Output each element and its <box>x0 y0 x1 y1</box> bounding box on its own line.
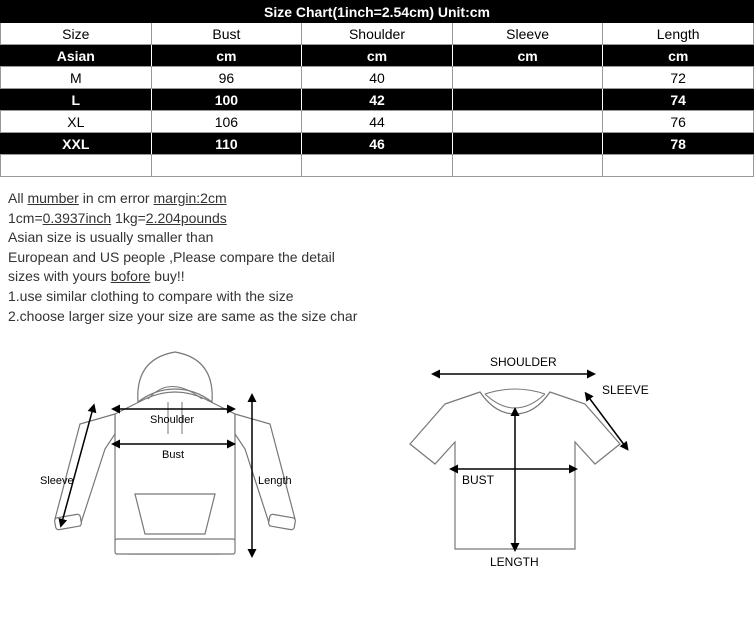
col-sleeve: Sleeve <box>452 23 603 45</box>
cell-name: L <box>1 89 152 111</box>
note-line-5: sizes with yours bofore buy!! <box>8 267 746 287</box>
cell-shoulder: 40 <box>302 67 453 89</box>
tshirt-length-label: LENGTH <box>490 555 539 569</box>
unit-size: Asian <box>1 45 152 67</box>
note-line-7: 2.choose larger size your size are same … <box>8 307 746 327</box>
cell-sleeve <box>452 133 603 155</box>
cell-name: XXL <box>1 133 152 155</box>
tshirt-diagram: SHOULDER SLEEVE BUST LENGTH <box>370 344 660 579</box>
notes-block: All mumber in cm error margin:2cm 1cm=0.… <box>0 177 754 334</box>
hoodie-length-label: Length <box>258 475 292 487</box>
unit-length: cm <box>603 45 754 67</box>
cell-length: 72 <box>603 67 754 89</box>
hoodie-sleeve-label: Sleeve <box>40 475 74 487</box>
tshirt-bust-label: BUST <box>462 473 495 487</box>
empty-cell <box>302 155 453 177</box>
hoodie-shoulder-label: Shoulder <box>150 414 194 426</box>
cell-length: 74 <box>603 89 754 111</box>
empty-cell <box>603 155 754 177</box>
cell-sleeve <box>452 89 603 111</box>
table-row: L10042 74 <box>1 89 754 111</box>
size-chart-table: Size Chart(1inch=2.54cm) Unit:cm Size Bu… <box>0 0 754 177</box>
table-title-row: Size Chart(1inch=2.54cm) Unit:cm <box>1 1 754 23</box>
unit-shoulder: cm <box>302 45 453 67</box>
table-row: XXL11046 78 <box>1 133 754 155</box>
cell-bust: 106 <box>151 111 302 133</box>
empty-cell <box>452 155 603 177</box>
cell-shoulder: 42 <box>302 89 453 111</box>
note-line-3: Asian size is usually smaller than <box>8 228 746 248</box>
hoodie-diagram: Shoulder Bust Length Sleeve <box>20 344 330 579</box>
table-row: M9640 72 <box>1 67 754 89</box>
cell-shoulder: 46 <box>302 133 453 155</box>
cell-bust: 110 <box>151 133 302 155</box>
cell-shoulder: 44 <box>302 111 453 133</box>
cell-bust: 100 <box>151 89 302 111</box>
col-length: Length <box>603 23 754 45</box>
col-shoulder: Shoulder <box>302 23 453 45</box>
cell-length: 78 <box>603 133 754 155</box>
cell-name: M <box>1 67 152 89</box>
empty-cell <box>151 155 302 177</box>
table-unit-row: Asian cm cm cm cm <box>1 45 754 67</box>
cell-sleeve <box>452 67 603 89</box>
col-size: Size <box>1 23 152 45</box>
table-row: XL10644 76 <box>1 111 754 133</box>
note-line-2: 1cm=0.3937inch 1kg=2.204pounds <box>8 209 746 229</box>
hoodie-bust-label: Bust <box>162 449 184 461</box>
unit-sleeve: cm <box>452 45 603 67</box>
note-line-1: All mumber in cm error margin:2cm <box>8 189 746 209</box>
cell-name: XL <box>1 111 152 133</box>
empty-cell <box>1 155 152 177</box>
unit-bust: cm <box>151 45 302 67</box>
table-title: Size Chart(1inch=2.54cm) Unit:cm <box>1 1 754 23</box>
tshirt-sleeve-label: SLEEVE <box>602 383 649 397</box>
tshirt-shoulder-label: SHOULDER <box>490 355 557 369</box>
table-header-row: Size Bust Shoulder Sleeve Length <box>1 23 754 45</box>
table-empty-row <box>1 155 754 177</box>
col-bust: Bust <box>151 23 302 45</box>
cell-length: 76 <box>603 111 754 133</box>
cell-sleeve <box>452 111 603 133</box>
note-line-6: 1.use similar clothing to compare with t… <box>8 287 746 307</box>
diagrams-row: Shoulder Bust Length Sleeve SHOULDER SLE… <box>0 334 754 589</box>
note-line-4: European and US people ,Please compare t… <box>8 248 746 268</box>
cell-bust: 96 <box>151 67 302 89</box>
